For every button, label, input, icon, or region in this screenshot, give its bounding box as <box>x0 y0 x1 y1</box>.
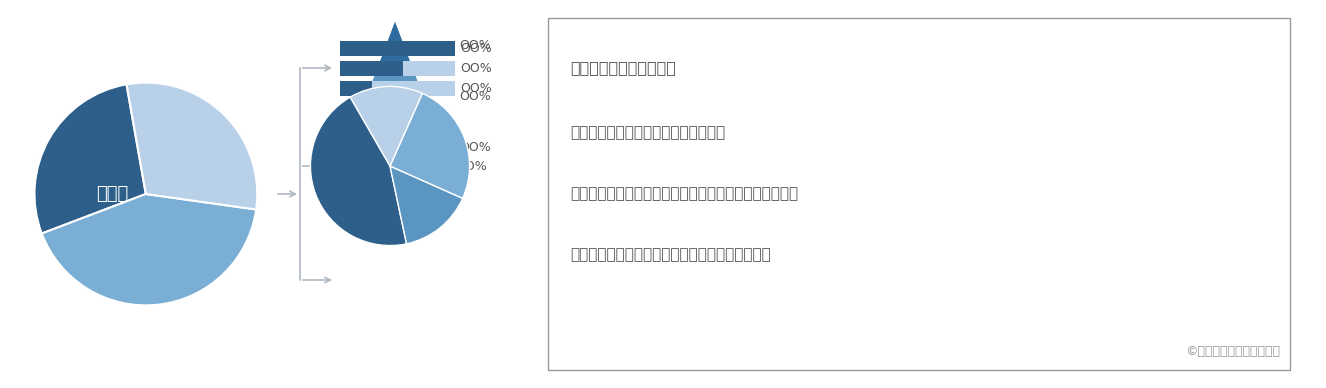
Bar <box>339 80 373 95</box>
Text: ・どのような属性を持つ人が多いのか: ・どのような属性を持つ人が多いのか <box>570 125 725 140</box>
Bar <box>339 40 455 55</box>
Text: OO%: OO% <box>459 39 491 52</box>
Wedge shape <box>126 83 257 210</box>
Polygon shape <box>337 122 453 173</box>
Text: OO%: OO% <box>460 62 492 74</box>
Text: OO%: OO% <box>459 141 491 154</box>
Wedge shape <box>34 84 146 234</box>
Wedge shape <box>41 194 256 305</box>
Wedge shape <box>310 97 407 246</box>
Polygon shape <box>357 71 434 122</box>
Text: ©アドバンリンク株式会社: ©アドバンリンク株式会社 <box>1185 345 1280 358</box>
Text: OO%: OO% <box>455 159 487 173</box>
Text: OO%: OO% <box>459 90 491 103</box>
Text: OO%: OO% <box>460 42 492 54</box>
Polygon shape <box>375 20 414 71</box>
Wedge shape <box>390 166 463 244</box>
Wedge shape <box>390 94 469 198</box>
Bar <box>339 61 403 76</box>
Wedge shape <box>350 87 423 166</box>
Text: ・どんな商品を購入している人が多いのか　など: ・どんな商品を購入している人が多いのか など <box>570 248 770 263</box>
Text: OO%: OO% <box>460 81 492 95</box>
Text: ・どのセグメントにいる顧客が最も施策に反応したのか: ・どのセグメントにいる顧客が最も施策に反応したのか <box>570 187 798 201</box>
Text: 反応客: 反応客 <box>97 185 129 203</box>
Text: 施策に反応した顧客は、: 施策に反応した顧客は、 <box>570 61 676 76</box>
Bar <box>403 61 455 76</box>
Bar <box>373 80 455 95</box>
